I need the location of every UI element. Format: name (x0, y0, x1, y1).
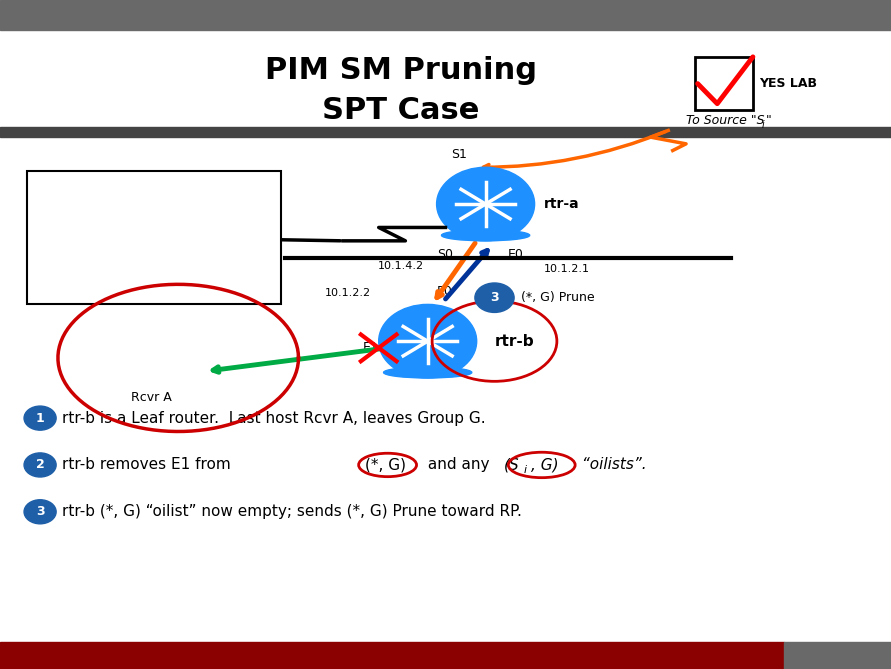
Text: “oilists”.: “oilists”. (577, 458, 647, 472)
Text: i: i (762, 120, 764, 130)
Text: 3: 3 (490, 291, 499, 304)
Text: PIM SM Pruning: PIM SM Pruning (265, 56, 537, 85)
Circle shape (379, 304, 477, 378)
Text: SPT Tree: SPT Tree (165, 214, 218, 227)
Circle shape (437, 167, 535, 241)
Text: 10.1.2.2: 10.1.2.2 (324, 288, 371, 298)
Text: rtr-a: rtr-a (544, 197, 579, 211)
Text: , G) Traffic Flow: , G) Traffic Flow (76, 174, 173, 187)
Text: SPT Case: SPT Case (323, 96, 479, 125)
Text: 1: 1 (36, 411, 45, 425)
Text: , G): , G) (531, 458, 559, 472)
Text: ": " (766, 114, 772, 127)
Text: (*, G) Prune: (*, G) Prune (521, 291, 595, 304)
Text: and any: and any (423, 458, 495, 472)
Text: (S: (S (45, 174, 57, 187)
Text: (S: (S (503, 458, 519, 472)
Text: 3: 3 (36, 505, 45, 518)
Text: (*, G): (*, G) (365, 458, 406, 472)
Text: E0: E0 (508, 248, 524, 260)
Text: rtr-b is a Leaf router.  Last host Rcvr A, leaves Group G.: rtr-b is a Leaf router. Last host Rcvr A… (62, 411, 486, 425)
Text: Prune: Prune (43, 244, 78, 258)
Circle shape (475, 283, 514, 312)
Text: i: i (524, 466, 527, 475)
Text: To RP (10.1.5.1): To RP (10.1.5.1) (27, 218, 126, 231)
Ellipse shape (442, 230, 530, 241)
Text: 2: 2 (36, 458, 45, 472)
Text: 10.1.4.2: 10.1.4.2 (378, 261, 424, 271)
Text: S1: S1 (451, 148, 467, 161)
Text: YES LAB: YES LAB (759, 77, 817, 90)
Text: E1: E1 (363, 341, 379, 355)
Text: rtr-b: rtr-b (495, 334, 534, 349)
Bar (0, 127, 891, 137)
Text: E0: E0 (437, 285, 453, 298)
Circle shape (24, 406, 56, 430)
Bar (784, 642, 891, 669)
Text: Shared Tree: Shared Tree (165, 194, 240, 207)
Text: i: i (69, 179, 71, 188)
Text: rtr-b removes E1 from: rtr-b removes E1 from (62, 458, 231, 472)
FancyBboxPatch shape (695, 57, 753, 110)
Text: 10.1.2.1: 10.1.2.1 (544, 264, 590, 274)
Circle shape (24, 500, 56, 524)
Circle shape (24, 453, 56, 477)
Text: To Source "S: To Source "S (686, 114, 764, 127)
Bar (0, 0, 891, 30)
Text: rtr-b (*, G) “oilist” now empty; sends (*, G) Prune toward RP.: rtr-b (*, G) “oilist” now empty; sends (… (62, 504, 522, 519)
Text: S0: S0 (437, 248, 454, 260)
Text: Rcvr A: Rcvr A (131, 391, 172, 404)
Ellipse shape (384, 367, 472, 378)
Bar (0, 642, 784, 669)
FancyBboxPatch shape (27, 171, 281, 304)
